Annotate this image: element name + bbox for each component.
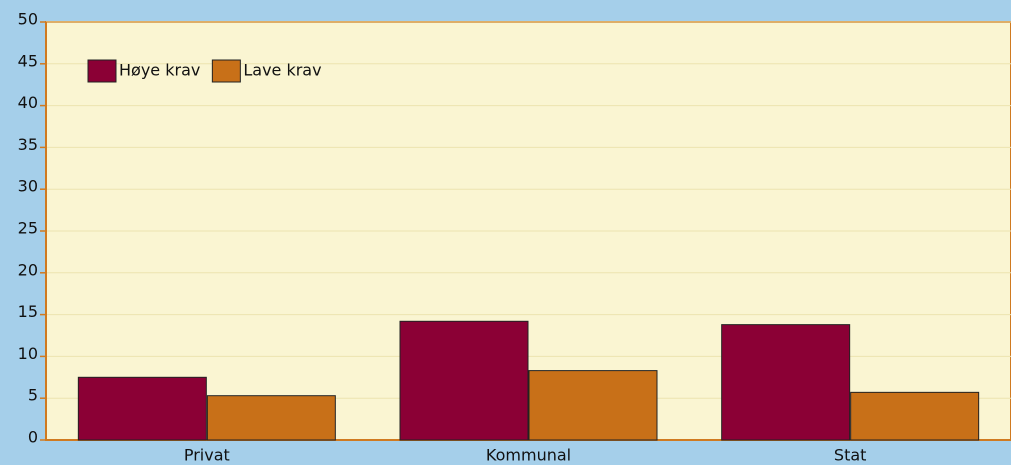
bar (399, 320, 529, 441)
legend-label: Lave krav (243, 61, 321, 80)
bar (721, 324, 851, 441)
y-tick-label: 15 (18, 302, 38, 321)
legend-swatch (211, 59, 241, 83)
y-tick-label: 25 (18, 219, 38, 238)
x-tick-label: Stat (834, 446, 867, 465)
y-tick-label: 45 (18, 51, 38, 70)
y-tick-label: 35 (18, 135, 38, 154)
bar (528, 370, 658, 441)
legend-swatch (87, 59, 117, 83)
y-tick-label: 0 (28, 428, 38, 447)
y-tick-label: 50 (18, 10, 38, 29)
legend-label: Høye krav (119, 61, 200, 80)
x-tick-label: Privat (184, 446, 230, 465)
bar (206, 395, 336, 441)
y-tick-label: 5 (28, 386, 38, 405)
bar (77, 376, 207, 441)
bar (850, 391, 980, 441)
y-tick-label: 40 (18, 93, 38, 112)
y-tick-label: 10 (18, 344, 38, 363)
y-tick-label: 30 (18, 177, 38, 196)
y-tick-label: 20 (18, 260, 38, 279)
x-tick-label: Kommunal (486, 446, 571, 465)
